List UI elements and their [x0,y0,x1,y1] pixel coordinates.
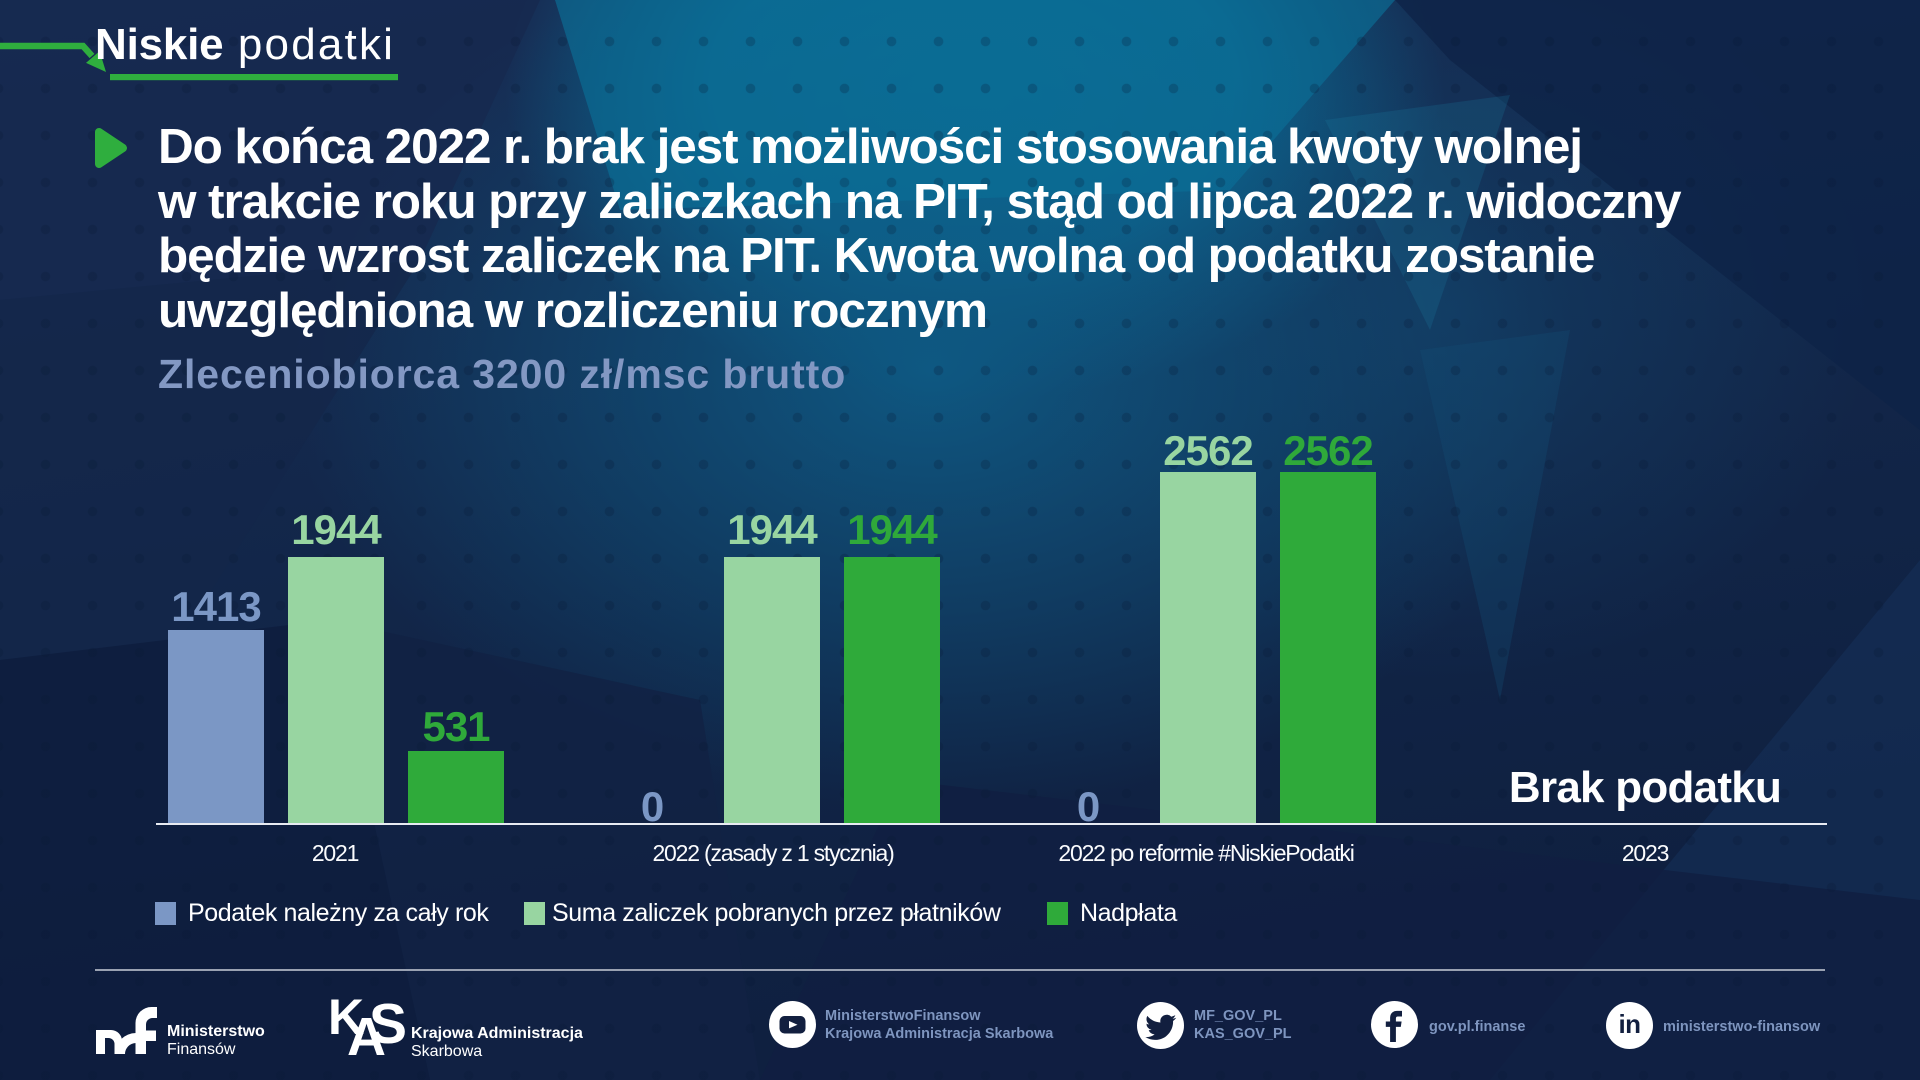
svg-text:K: K [328,989,364,1045]
svg-text:S: S [369,992,407,1056]
svg-text:A: A [347,1007,386,1065]
